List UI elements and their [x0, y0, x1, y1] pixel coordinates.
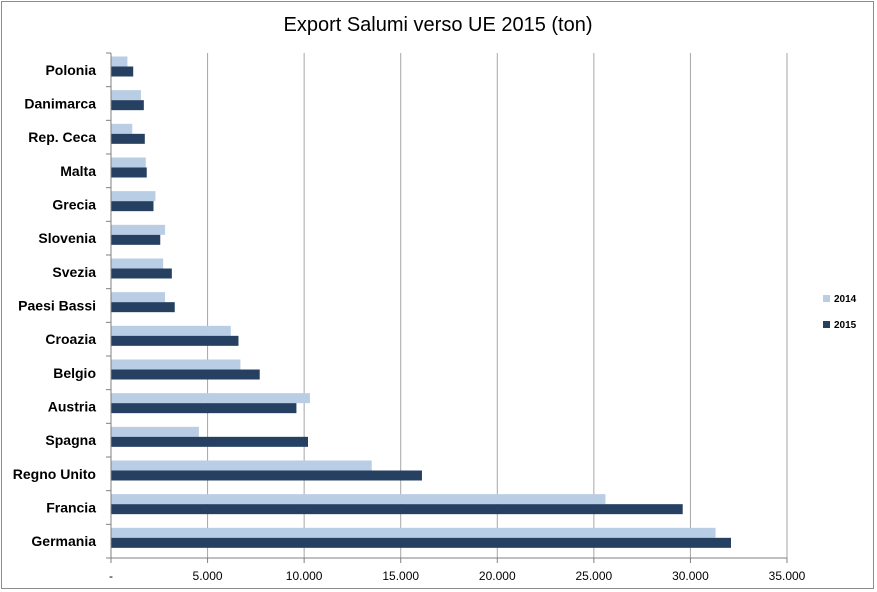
category-label: Malta: [60, 163, 96, 179]
chart-title: Export Salumi verso UE 2015 (ton): [283, 14, 592, 36]
axes: [106, 52, 788, 563]
category-label: Polonia: [45, 62, 96, 78]
bar-2015-germania: [111, 537, 731, 548]
legend: 2014 2015: [823, 294, 857, 331]
bar-2015-slovenia: [111, 234, 161, 245]
category-label: Grecia: [52, 197, 96, 213]
bar-2014-svezia: [111, 258, 164, 269]
bar-2015-austria: [111, 403, 297, 414]
bars: [111, 56, 731, 548]
category-label: Croazia: [45, 331, 96, 347]
category-label: Regno Unito: [13, 466, 96, 482]
bar-2014-polonia: [111, 56, 128, 67]
category-label: Germania: [31, 533, 96, 549]
bar-2014-paesi-bassi: [111, 292, 166, 303]
bar-2015-malta: [111, 167, 147, 178]
x-tick-label: 10.000: [286, 569, 323, 583]
bar-2015-regno-unito: [111, 470, 422, 481]
category-label: Slovenia: [38, 230, 96, 246]
x-tick-labels: - 5.000 10.000 15.000 20.000 25.000 30.000 35.0…: [109, 569, 806, 583]
bar-2015-grecia: [111, 201, 154, 212]
bar-2015-rep-ceca: [111, 133, 145, 144]
bar-2014-regno-unito: [111, 460, 372, 471]
bar-2014-grecia: [111, 191, 156, 202]
x-tick-label: 30.000: [672, 569, 709, 583]
category-label: Spagna: [45, 432, 96, 448]
bar-2014-germania: [111, 527, 716, 538]
category-label: Rep. Ceca: [28, 129, 96, 145]
bar-2014-austria: [111, 393, 310, 404]
bar-2014-belgio: [111, 359, 241, 370]
x-tick-label: 20.000: [479, 569, 516, 583]
bar-2015-polonia: [111, 66, 134, 77]
x-tick-label: 15.000: [382, 569, 419, 583]
x-tick-label: -: [109, 569, 113, 583]
legend-label-2014: 2014: [834, 294, 857, 305]
x-tick-label: 25.000: [576, 569, 613, 583]
bar-2015-svezia: [111, 268, 172, 279]
bar-2014-slovenia: [111, 224, 166, 235]
grid-lines: [207, 53, 788, 558]
legend-label-2015: 2015: [834, 320, 857, 331]
bar-2015-belgio: [111, 369, 260, 380]
category-label: Belgio: [53, 365, 96, 381]
bar-2015-francia: [111, 504, 683, 515]
category-label: Austria: [48, 399, 96, 415]
bar-2014-francia: [111, 494, 606, 505]
bar-2015-spagna: [111, 436, 309, 447]
x-tick-label: 5.000: [193, 569, 223, 583]
bar-2014-rep-ceca: [111, 123, 133, 134]
category-label: Svezia: [52, 264, 96, 280]
legend-swatch-2015: [823, 321, 830, 328]
legend-swatch-2014: [823, 295, 830, 302]
bar-2015-paesi-bassi: [111, 302, 175, 313]
category-label: Paesi Bassi: [18, 298, 96, 314]
x-tick-label: 35.000: [769, 569, 806, 583]
bar-2014-danimarca: [111, 90, 141, 101]
bar-2015-croazia: [111, 335, 239, 346]
bar-2015-danimarca: [111, 100, 144, 111]
bar-2014-malta: [111, 157, 146, 168]
category-label: Francia: [46, 500, 96, 516]
category-labels: Polonia Danimarca Rep. Ceca Malta Grecia Slov…: [13, 62, 96, 549]
bar-2014-spagna: [111, 426, 199, 437]
bar-2014-croazia: [111, 325, 231, 336]
category-label: Danimarca: [24, 96, 96, 112]
